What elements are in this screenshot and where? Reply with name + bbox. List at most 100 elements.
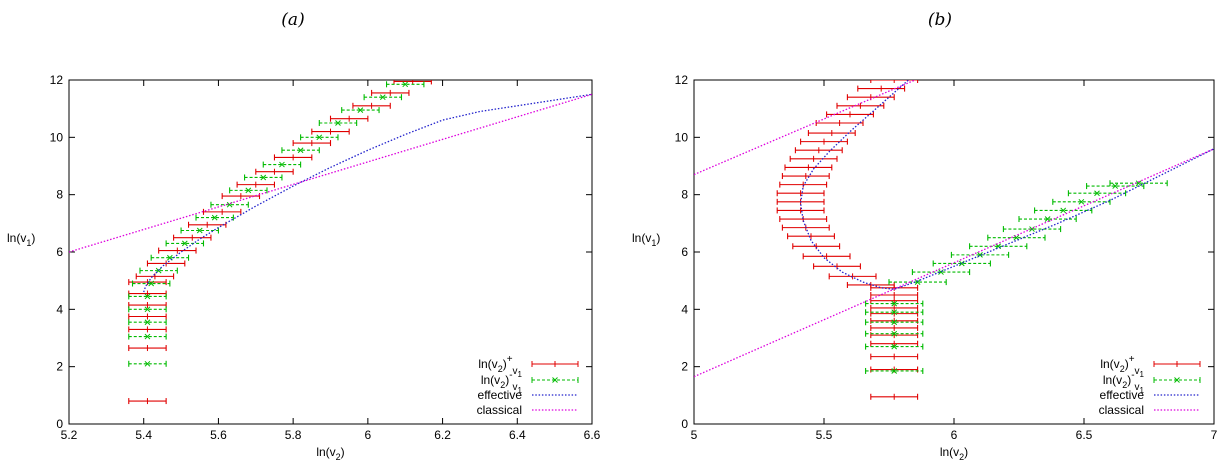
data-point	[316, 134, 323, 141]
plus-errorbar	[802, 253, 851, 260]
plus-errorbar	[870, 353, 919, 360]
x-axis-label: ln(v2)	[940, 445, 968, 462]
plus-errorbar	[870, 80, 919, 83]
data-point	[379, 94, 386, 101]
minus-errorbar	[210, 201, 249, 208]
plus-errorbar	[787, 233, 835, 240]
plus-errorbar	[311, 128, 350, 135]
legend-label-effective: effective	[478, 388, 523, 402]
minus-errorbar	[1002, 226, 1062, 233]
data-point	[1013, 234, 1020, 241]
data-point	[335, 120, 341, 126]
plus-errorbar	[870, 292, 919, 298]
plus-errorbar	[221, 193, 261, 200]
data-point	[181, 240, 188, 247]
y-tick-label: 4	[56, 302, 63, 316]
minus-errorbar	[128, 293, 167, 300]
minus-errorbar	[932, 260, 991, 267]
data-point	[1094, 190, 1100, 197]
minus-errorbar	[195, 214, 234, 221]
minus-errorbar	[385, 81, 425, 88]
y-axis-label: ln(v1)	[7, 231, 35, 248]
data-point	[891, 368, 898, 374]
minus-errorbar	[888, 279, 947, 286]
x-tick-label: 6	[365, 428, 372, 442]
plot-panel-a: 5.2 5.4 5.6 5.8 6 6.2 6.4 6.6 0 2 4 6 8 10 12 ln(v2) ln(…	[7, 56, 601, 462]
minus-errorbar	[969, 243, 1028, 250]
legend-label-minus: ln(v2)-v1	[481, 370, 523, 395]
minus-errorbar	[165, 240, 205, 247]
data-point	[167, 254, 173, 261]
minus-errorbar	[300, 134, 339, 141]
classical-line	[694, 80, 916, 176]
plus-errorbar	[846, 281, 895, 288]
x-tick-label: 7	[1211, 428, 1218, 442]
plus-errorbar	[784, 164, 833, 171]
y-tick-label: 4	[681, 302, 688, 316]
plus-errorbar	[273, 154, 313, 161]
plus-errorbar	[857, 85, 906, 92]
y-tick-label: 10	[675, 130, 689, 144]
classical-line	[694, 148, 1214, 378]
y-tick-label: 12	[50, 73, 64, 87]
plus-errorbar	[128, 326, 167, 333]
minus-errorbar	[865, 309, 924, 316]
plus-errorbar	[807, 130, 856, 137]
minus-errorbar	[128, 360, 167, 367]
plus-errorbar	[870, 324, 919, 331]
data-point	[1044, 216, 1051, 222]
plus-errorbar	[128, 313, 167, 320]
plus-errorbar	[128, 345, 167, 352]
minus-errorbar	[987, 234, 1046, 241]
minus-errorbar	[1034, 207, 1093, 214]
minus-errorbar	[180, 227, 219, 234]
plus-errorbar	[292, 140, 332, 147]
plus-errorbar	[128, 302, 167, 309]
plus-errorbar	[371, 89, 410, 96]
data-point	[938, 269, 944, 275]
x-tick-label: 5.8	[285, 428, 302, 442]
x-axis-label: ln(v2)	[316, 445, 344, 462]
y-tick-label: 0	[681, 417, 688, 431]
plus-errorbar	[393, 80, 432, 85]
plus-errorbar	[416, 66, 453, 72]
data-point	[891, 343, 898, 350]
y-tick-label: 12	[675, 73, 689, 87]
data-point	[995, 243, 1002, 250]
minus-errorbar	[281, 147, 320, 154]
y-axis-label: ln(v1)	[632, 231, 660, 248]
minus-errorbar	[229, 187, 268, 194]
minus-errorbar	[262, 161, 302, 168]
minus-errorbar	[1067, 190, 1127, 197]
data-point	[402, 81, 409, 88]
minus-errorbar	[865, 300, 924, 307]
data-point	[1135, 180, 1142, 187]
minus-errorbar	[341, 107, 380, 114]
data-point	[144, 319, 151, 326]
panel-label-a: (a)	[281, 10, 304, 30]
plus-errorbar	[776, 207, 825, 214]
y-tick-label: 10	[50, 130, 64, 144]
plus-errorbar	[128, 290, 167, 297]
data-point	[245, 187, 252, 194]
data-point	[425, 69, 430, 74]
plus-errorbar	[173, 234, 212, 241]
plus-errorbar	[202, 208, 242, 215]
minus-errorbar	[431, 56, 468, 62]
y-tick-label: 0	[56, 417, 63, 431]
minus-errorbar	[244, 174, 283, 181]
plus-errorbar	[870, 297, 919, 304]
minus-errorbar	[950, 251, 1010, 258]
minus-errorbar	[911, 269, 971, 276]
plot-area	[69, 56, 592, 405]
plus-errorbar	[352, 102, 391, 109]
x-tick-label: 6.5	[1076, 428, 1093, 442]
plus-errorbar	[794, 147, 843, 154]
data-point	[357, 107, 364, 113]
plus-errorbar	[815, 120, 864, 126]
minus-errorbar	[318, 120, 358, 126]
legend-label-classical: classical	[477, 403, 522, 417]
